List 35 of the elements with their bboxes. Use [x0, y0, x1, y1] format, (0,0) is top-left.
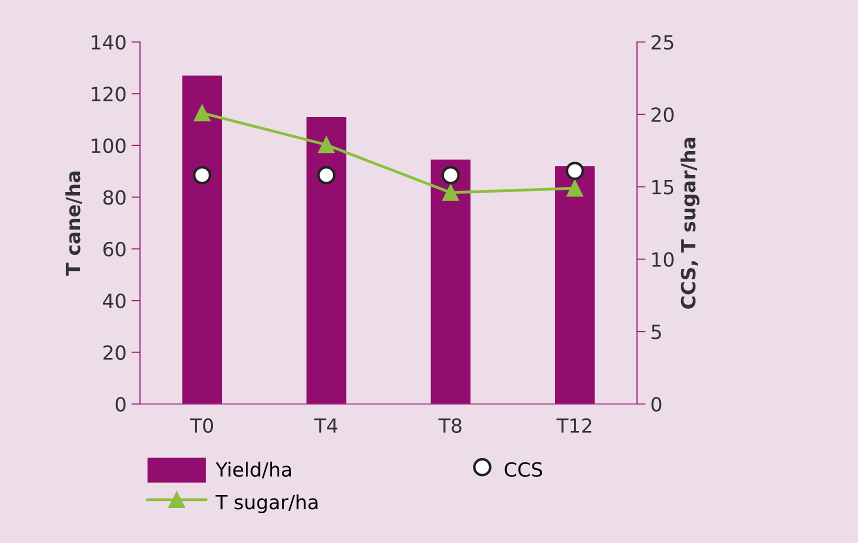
y2-tick-label: 10 [652, 252, 674, 267]
point [318, 136, 335, 154]
legend-label: Yield/ha [216, 462, 291, 478]
x-tick-label: T0 [190, 418, 213, 433]
y-axis-title: T cane/ha [65, 172, 82, 276]
y-tick-label: 120 [92, 86, 126, 102]
point [566, 162, 584, 180]
bar [430, 160, 471, 404]
y-tick-label: 80 [103, 190, 126, 205]
y-tick-label: 100 [92, 138, 126, 154]
y2-tick-label: 15 [652, 180, 674, 194]
x-tick-label: T8 [438, 418, 462, 433]
y-tick-label: 40 [103, 294, 126, 308]
y2-tick-label: 5 [652, 324, 661, 340]
point [442, 184, 459, 201]
point [192, 166, 212, 184]
legend-label: T sugar/ha [216, 494, 318, 514]
bar [306, 116, 346, 404]
y2-tick-label: 0 [651, 396, 662, 412]
point [194, 104, 210, 122]
point [566, 180, 584, 197]
y-tick-label: 20 [103, 345, 126, 360]
y2-tick-label: 20 [652, 107, 674, 122]
x-tick-label: T12 [556, 418, 592, 433]
y-tick-label: 140 [92, 34, 126, 50]
y-tick-label: 0 [116, 396, 126, 412]
y-tick-label: 60 [103, 242, 126, 257]
point [317, 166, 336, 184]
bar [554, 166, 595, 404]
y2-axis-title: CCS, T sugar/ha [680, 138, 700, 309]
bar [182, 76, 222, 404]
x-tick-label: T4 [314, 418, 338, 433]
y2-tick-label: 25 [652, 34, 674, 50]
point [441, 166, 460, 184]
legend-label: CCS [504, 462, 542, 477]
